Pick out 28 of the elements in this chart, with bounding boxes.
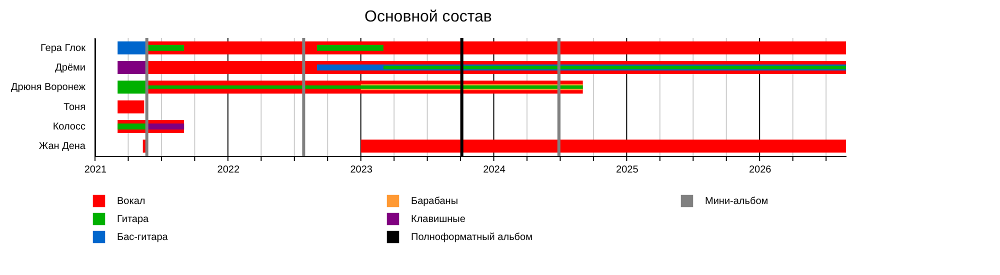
x-tick-label: 2026 xyxy=(748,164,772,176)
legend-label: Гитара xyxy=(117,214,150,225)
y-tick-label: Тоня xyxy=(64,102,86,113)
bar xyxy=(360,140,846,153)
bar xyxy=(118,100,144,114)
y-tick-label: Колосс xyxy=(52,122,86,132)
chart-title: Основной состав xyxy=(364,8,492,26)
y-tick-label: Жан Дена xyxy=(38,141,86,152)
bar xyxy=(118,124,146,130)
bar xyxy=(118,80,146,94)
legend-label: Мини-альбом xyxy=(705,196,768,207)
bar xyxy=(383,66,846,70)
x-tick-label: 2025 xyxy=(616,164,639,176)
legend-label: Бас-гитара xyxy=(117,232,168,243)
bar xyxy=(118,41,146,54)
legend-label: Вокал xyxy=(117,196,146,207)
y-tick-label: Гера Глок xyxy=(40,42,86,54)
x-tick-label: 2023 xyxy=(350,164,373,176)
y-tick-label: Дрёми xyxy=(55,62,86,74)
x-tick-label: 2024 xyxy=(483,164,506,176)
legend-label: Барабаны xyxy=(411,196,458,207)
y-tick-label: Дрюня Воронеж xyxy=(10,82,86,94)
bar xyxy=(316,44,384,51)
x-tick-label: 2022 xyxy=(217,164,240,176)
bar xyxy=(118,61,146,74)
legend-label: Клавишные xyxy=(411,214,466,225)
x-tick-label: 2021 xyxy=(84,164,108,176)
legend-label: Полноформатный альбом xyxy=(411,232,533,243)
